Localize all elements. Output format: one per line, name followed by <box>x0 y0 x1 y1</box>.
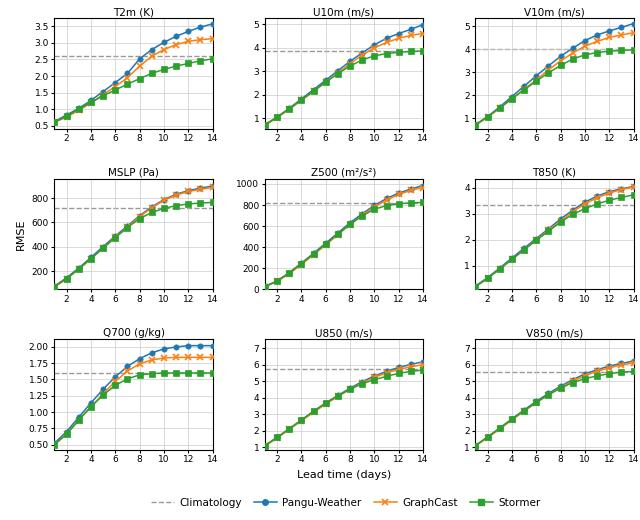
Title: Z500 (m²/s²): Z500 (m²/s²) <box>311 168 377 178</box>
Title: Q700 (g/kg): Q700 (g/kg) <box>102 328 164 339</box>
Title: T850 (K): T850 (K) <box>532 168 577 178</box>
Legend: Climatology, Pangu-Weather, GraphCast, Stormer: Climatology, Pangu-Weather, GraphCast, S… <box>147 494 545 512</box>
Title: U850 (m/s): U850 (m/s) <box>315 328 373 339</box>
Title: V10m (m/s): V10m (m/s) <box>524 7 585 18</box>
X-axis label: Lead time (days): Lead time (days) <box>297 470 391 480</box>
Title: MSLP (Pa): MSLP (Pa) <box>108 168 159 178</box>
Y-axis label: RMSE: RMSE <box>16 218 26 250</box>
Title: T2m (K): T2m (K) <box>113 7 154 18</box>
Title: V850 (m/s): V850 (m/s) <box>526 328 583 339</box>
Title: U10m (m/s): U10m (m/s) <box>314 7 374 18</box>
